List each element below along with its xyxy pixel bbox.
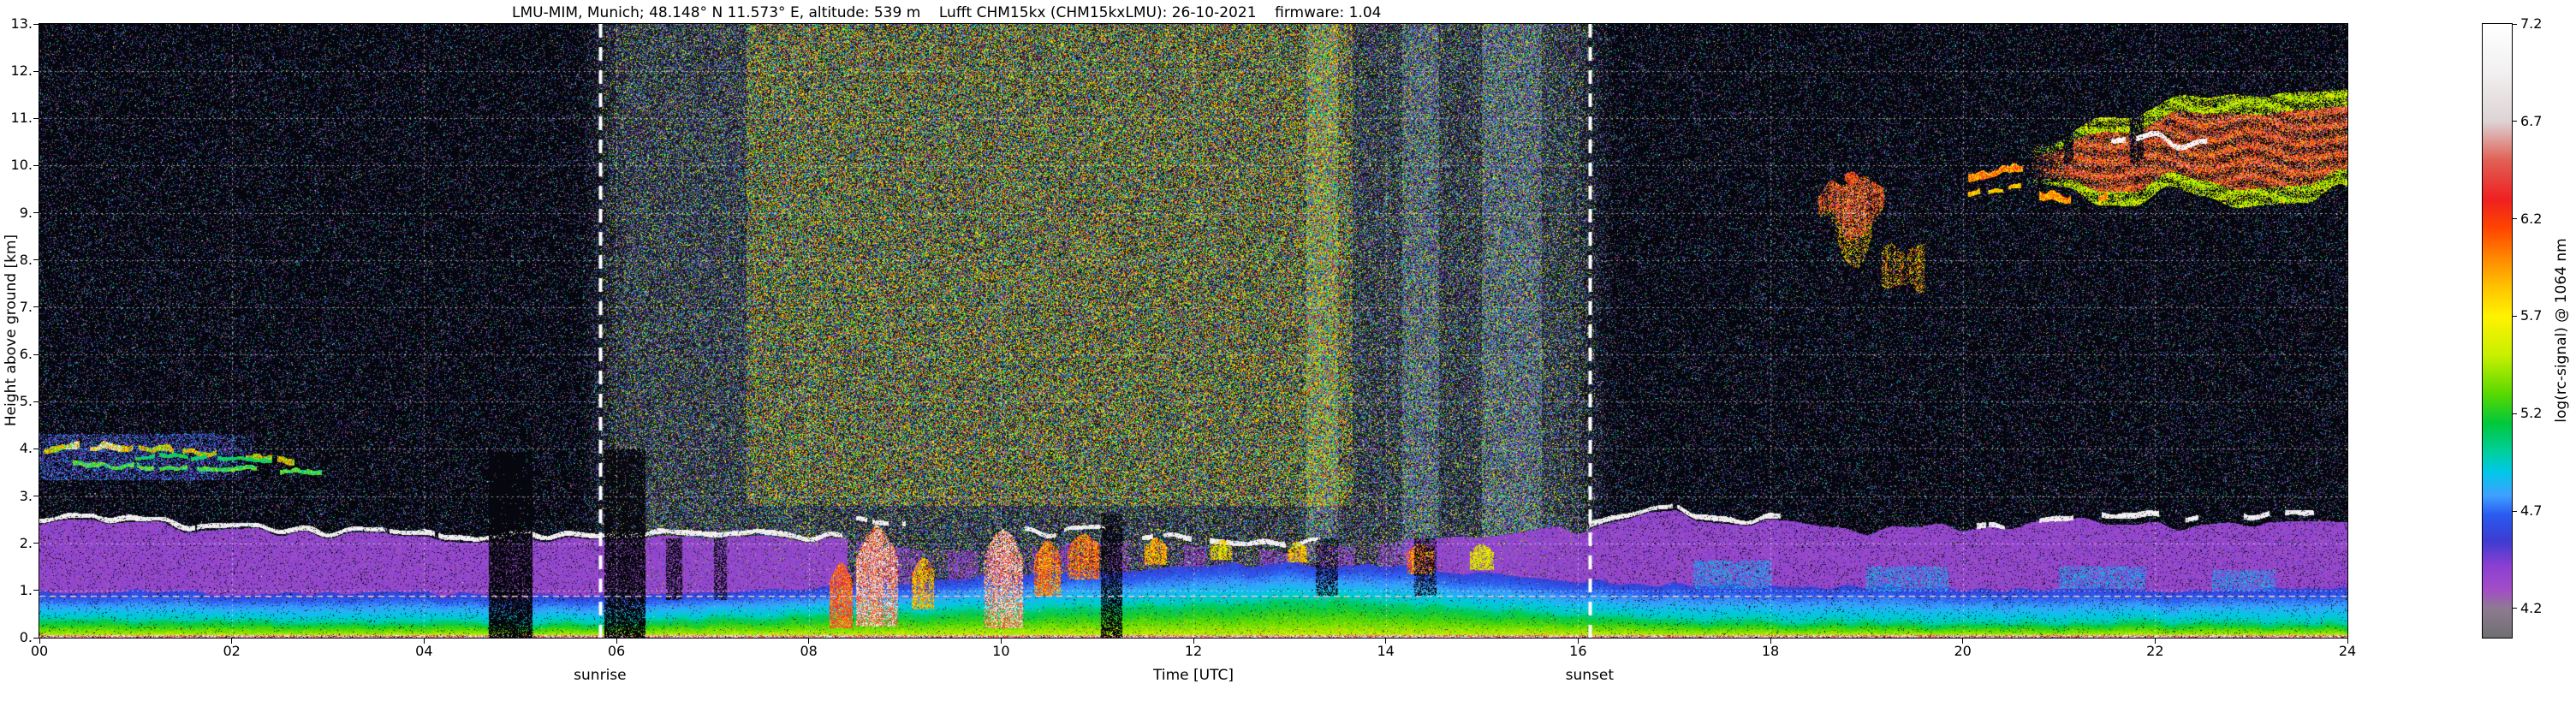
colorbar <box>2482 23 2513 639</box>
colorbar-tick-label: 4.2 <box>2520 599 2543 616</box>
y-tick-mark <box>33 117 39 119</box>
colorbar-tick-mark <box>2513 315 2517 317</box>
colorbar-tick-label: 6.7 <box>2520 112 2543 129</box>
y-tick-label: 0. <box>19 629 33 645</box>
colorbar-tick-mark <box>2513 413 2517 414</box>
plot-title: LMU-MIM, Munich; 48.148° N 11.573° E, al… <box>512 4 1382 21</box>
y-tick-label: 6. <box>19 346 33 363</box>
colorbar-tick-label: 5.7 <box>2520 307 2543 324</box>
sunrise-label: sunrise <box>574 667 627 684</box>
colorbar-tick-label: 6.2 <box>2520 210 2543 227</box>
y-tick-label: 8. <box>19 251 33 268</box>
y-tick-mark <box>33 259 39 261</box>
x-tick-label: 16 <box>1569 643 1587 659</box>
colorbar-tick-mark <box>2513 23 2517 25</box>
y-tick-label: 13. <box>10 15 33 32</box>
x-tick-mark <box>39 639 40 644</box>
y-tick-mark <box>33 70 39 72</box>
x-tick-mark <box>423 639 425 644</box>
y-tick-label: 5. <box>19 393 33 410</box>
x-tick-mark <box>2347 639 2348 644</box>
colorbar-tick-mark <box>2513 510 2517 512</box>
y-tick-label: 7. <box>19 298 33 315</box>
x-tick-label: 06 <box>607 643 626 659</box>
colorbar-gradient <box>2483 24 2512 638</box>
x-tick-mark <box>231 639 233 644</box>
x-tick-label: 04 <box>415 643 433 659</box>
y-tick-label: 3. <box>19 487 33 504</box>
colorbar-tick-label: 7.2 <box>2520 15 2543 32</box>
x-tick-label: 22 <box>2146 643 2164 659</box>
colorbar-tick-mark <box>2513 121 2517 122</box>
colorbar-label: log(rc-signal) @ 1064 nm <box>2553 238 2570 423</box>
x-tick-mark <box>808 639 810 644</box>
x-tick-label: 08 <box>800 643 818 659</box>
y-tick-label: 1. <box>19 581 33 598</box>
y-tick-label: 12. <box>10 62 33 80</box>
x-tick-mark <box>1577 639 1579 644</box>
x-tick-label: 00 <box>30 643 49 659</box>
sunset-label: sunset <box>1565 667 1615 684</box>
x-tick-mark <box>1962 639 1964 644</box>
y-tick-mark <box>33 637 39 639</box>
plot-area <box>39 23 2348 639</box>
x-tick-mark <box>2154 639 2156 644</box>
x-axis-label: Time [UTC] <box>1153 667 1234 684</box>
x-tick-mark <box>1385 639 1387 644</box>
x-tick-label: 02 <box>223 643 241 659</box>
x-tick-mark <box>1000 639 1002 644</box>
x-tick-label: 18 <box>1761 643 1780 659</box>
x-tick-label: 10 <box>992 643 1010 659</box>
y-tick-label: 11. <box>10 110 33 127</box>
y-tick-label: 2. <box>19 534 33 551</box>
y-tick-mark <box>33 306 39 308</box>
x-tick-mark <box>1193 639 1194 644</box>
y-tick-mark <box>33 354 39 355</box>
y-tick-mark <box>33 164 39 166</box>
y-tick-mark <box>33 23 39 25</box>
x-tick-label: 12 <box>1184 643 1203 659</box>
y-tick-label: 4. <box>19 440 33 457</box>
colorbar-tick-label: 5.2 <box>2520 405 2543 422</box>
x-tick-label: 20 <box>1954 643 1972 659</box>
heatmap-canvas <box>39 24 2347 638</box>
y-tick-mark <box>33 590 39 591</box>
x-tick-label: 24 <box>2338 643 2357 659</box>
colorbar-tick-label: 4.7 <box>2520 502 2543 520</box>
y-tick-label: 10. <box>10 157 33 174</box>
colorbar-tick-mark <box>2513 218 2517 220</box>
y-tick-mark <box>33 401 39 402</box>
x-tick-label: 14 <box>1377 643 1395 659</box>
x-tick-mark <box>616 639 617 644</box>
y-tick-mark <box>33 543 39 544</box>
x-tick-mark <box>1770 639 1771 644</box>
y-tick-label: 9. <box>19 204 33 221</box>
y-tick-mark <box>33 212 39 214</box>
colorbar-tick-mark <box>2513 608 2517 609</box>
